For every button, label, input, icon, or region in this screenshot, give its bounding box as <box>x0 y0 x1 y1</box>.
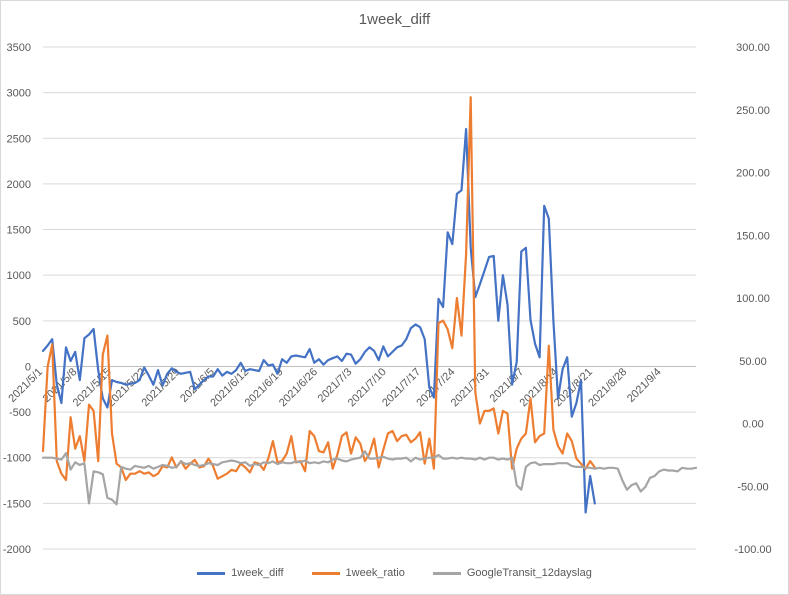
x-tick-label: 2021/9/4 <box>625 366 664 405</box>
y-left-tick-label: 3500 <box>7 42 31 54</box>
legend-label-googletransit: GoogleTransit_12dayslag <box>466 567 592 579</box>
y-left-tick-label: -2000 <box>3 544 31 556</box>
legend-item-1week-ratio: 1week_ratio <box>311 567 405 579</box>
series-line-0 <box>41 128 596 514</box>
y-right-tick-label: 250.00 <box>736 105 770 117</box>
y-left-tick-label: -1000 <box>3 453 31 465</box>
y-left-tick-label: 0 <box>25 361 31 373</box>
chart-title: 1week_diff <box>358 11 431 28</box>
legend-swatch-1week-diff <box>197 571 226 575</box>
y-left-tick-label: -500 <box>9 407 31 419</box>
legend-label-1week-ratio: 1week_ratio <box>345 567 405 579</box>
y-right-tick-label: 300.00 <box>736 42 770 54</box>
series-line-2 <box>41 450 698 506</box>
legend-item-1week-diff: 1week_diff <box>197 567 284 579</box>
legend-swatch-1week-ratio <box>311 571 340 575</box>
y-axis-left: -2000 -1500 -1000 -500 0 500 1000 1500 2000 2500 3… <box>3 42 31 556</box>
y-right-tick-label: 150.00 <box>736 230 770 242</box>
legend: 1week_diff 1week_ratio GoogleTransit_12d… <box>1 567 788 579</box>
legend-swatch-googletransit <box>432 571 461 575</box>
y-right-tick-label: -50.00 <box>737 481 768 493</box>
y-left-tick-label: 2500 <box>7 133 31 145</box>
y-left-tick-label: 1500 <box>7 225 31 237</box>
y-left-tick-label: 500 <box>13 316 31 328</box>
y-left-tick-label: 1000 <box>7 270 31 282</box>
y-right-tick-label: 0.00 <box>742 419 763 431</box>
legend-label-1week-diff: 1week_diff <box>231 567 284 579</box>
y-right-tick-label: -100.00 <box>734 544 771 556</box>
series-line-1 <box>41 96 596 482</box>
gridlines <box>43 46 696 550</box>
y-right-tick-label: 200.00 <box>736 168 770 180</box>
y-left-tick-label: 2000 <box>7 179 31 191</box>
y-left-tick-label: -1500 <box>3 498 31 510</box>
y-left-tick-label: 3000 <box>7 88 31 100</box>
y-right-tick-label: 100.00 <box>736 293 770 305</box>
y-right-tick-label: 50.00 <box>739 356 767 368</box>
legend-item-googletransit: GoogleTransit_12dayslag <box>432 567 592 579</box>
series-lines <box>41 96 698 514</box>
y-axis-right: -100.00 -50.00 0.00 50.00 100.00 150.00 200.00… <box>734 42 771 556</box>
